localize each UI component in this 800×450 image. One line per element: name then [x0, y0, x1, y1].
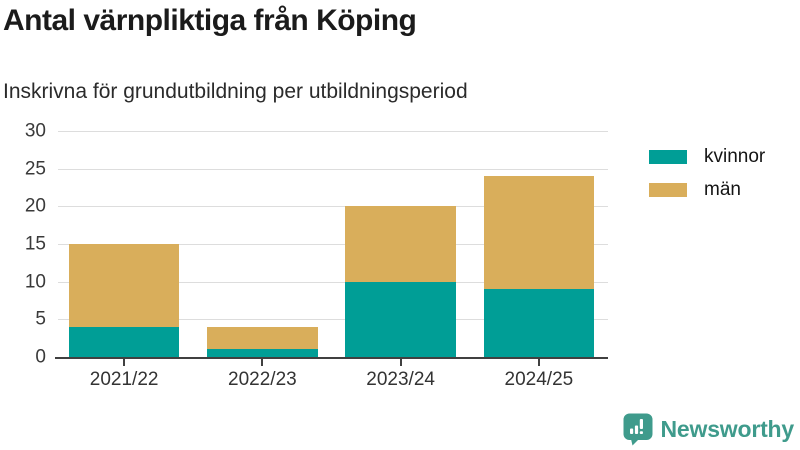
x-axis-tick [399, 359, 402, 366]
stacked-bar-2022-23 [207, 326, 318, 357]
x-tick-label-2023-24: 2023/24 [332, 359, 470, 391]
legend-item-män: män [649, 179, 765, 201]
legend-swatch [649, 150, 687, 164]
bar-segment-män [345, 206, 456, 282]
x-axis-tick [123, 359, 126, 366]
bar-slot-2021-22 [55, 131, 193, 357]
stacked-bar-2021-22 [68, 244, 180, 357]
bar-slot-2024-25 [470, 131, 608, 357]
stacked-bar-2024-25 [483, 176, 595, 357]
bar-segment-kvinnor [207, 349, 318, 357]
page-title: Antal värnpliktiga från Köping [3, 4, 417, 37]
bar-slot-2022-23 [193, 131, 331, 357]
legend: kvinnor män [649, 146, 765, 201]
y-tick-label: 15 [24, 233, 46, 255]
stacked-bar-2023-24 [345, 206, 456, 357]
legend-swatch [649, 183, 687, 197]
gridline [58, 168, 608, 170]
y-tick-label: 10 [24, 271, 46, 293]
gridline [58, 319, 608, 321]
legend-label: kvinnor [704, 146, 766, 167]
legend-label: män [704, 179, 741, 200]
x-tick-label-2021-22: 2021/22 [55, 359, 193, 391]
x-tick-label-2024-25: 2024/25 [470, 359, 608, 391]
plot-area [55, 131, 608, 359]
y-tick-label: 0 [35, 346, 46, 368]
x-axis-tick-labels: 2021/22 2022/23 2023/24 2024/25 [55, 359, 608, 391]
brand-wordmark: Newsworthy [660, 416, 795, 442]
y-tick-label: 5 [35, 308, 46, 330]
bar-segment-kvinnor [68, 326, 180, 357]
chart-subtitle: Inskrivna för grundutbildning per utbild… [3, 80, 468, 103]
gridline [58, 244, 608, 245]
x-tick-label-2022-23: 2022/23 [193, 359, 331, 391]
x-axis-tick [537, 359, 540, 366]
y-tick-label: 20 [24, 195, 46, 217]
gridline [58, 131, 608, 132]
bar-segment-kvinnor [345, 281, 456, 357]
bar-segment-kvinnor [483, 289, 595, 357]
gridline [58, 281, 608, 283]
legend-item-kvinnor: kvinnor [649, 146, 765, 168]
bar-segment-män [207, 326, 318, 350]
bars [55, 131, 608, 357]
bar-slot-2023-24 [332, 131, 470, 357]
brand-footer: Newsworthy [623, 413, 794, 446]
bar-segment-män [68, 244, 180, 327]
x-axis-tick [261, 359, 264, 366]
y-tick-label: 30 [24, 120, 46, 142]
gridline [58, 206, 608, 208]
y-axis-tick-labels: 0 5 10 15 20 25 30 [0, 122, 46, 367]
bar-segment-män [483, 176, 595, 290]
y-tick-label: 25 [24, 158, 46, 180]
newsworthy-logo-icon [623, 413, 653, 446]
